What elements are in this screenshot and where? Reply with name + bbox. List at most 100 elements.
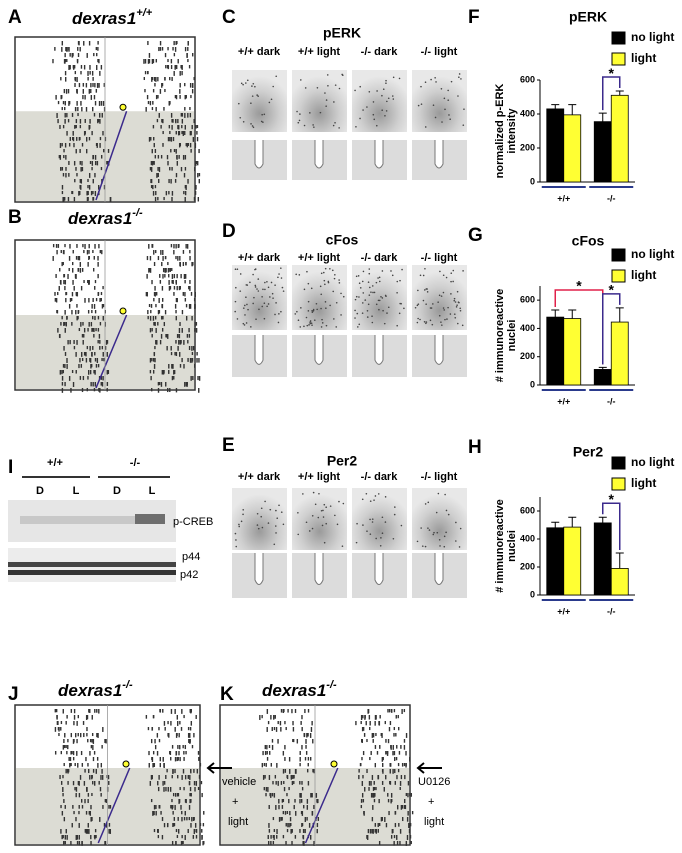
activity — [58, 334, 61, 338]
activity — [152, 191, 155, 196]
stain — [262, 121, 264, 123]
activity — [270, 715, 272, 720]
activity — [146, 292, 148, 297]
stain — [384, 521, 387, 523]
activity — [195, 781, 198, 786]
arrow — [416, 762, 442, 774]
activity — [102, 352, 104, 357]
legend-label: light — [631, 268, 656, 282]
activity — [179, 89, 181, 94]
activity — [267, 721, 270, 725]
activity — [307, 709, 310, 713]
activity — [88, 322, 90, 327]
activity — [276, 829, 278, 834]
activity — [157, 781, 159, 786]
activity — [106, 352, 108, 357]
activity — [187, 733, 190, 738]
activity — [100, 65, 103, 70]
activity — [97, 119, 99, 123]
activity — [150, 161, 153, 166]
activity — [370, 781, 372, 786]
activity — [84, 829, 87, 833]
activity — [390, 745, 392, 749]
activity — [85, 358, 88, 363]
activity — [153, 298, 155, 302]
activity — [191, 89, 194, 94]
activity — [188, 334, 191, 338]
activity — [304, 709, 306, 714]
stain — [426, 291, 429, 293]
genotype-title: dexras1-/- — [262, 679, 337, 701]
activity — [106, 382, 109, 386]
activity — [285, 823, 287, 827]
activity — [395, 733, 397, 737]
activity — [194, 328, 196, 332]
activity — [99, 113, 101, 118]
activity — [97, 47, 99, 51]
activity — [182, 745, 184, 749]
activity — [75, 310, 77, 315]
activity — [68, 47, 70, 51]
activity — [190, 823, 192, 828]
activity — [407, 793, 409, 798]
activity — [396, 745, 398, 749]
activity — [78, 781, 80, 786]
activity — [66, 316, 68, 320]
activity — [376, 751, 379, 755]
activity — [269, 751, 271, 755]
activity — [157, 787, 160, 792]
activity — [87, 310, 90, 314]
activity — [156, 119, 159, 123]
activity — [102, 805, 104, 809]
activity — [272, 817, 275, 821]
activity — [87, 77, 89, 81]
activity — [101, 745, 103, 749]
activity — [377, 829, 379, 833]
activity — [396, 841, 399, 845]
activity — [303, 805, 305, 809]
activity — [103, 823, 106, 827]
stain — [313, 319, 316, 321]
activity — [167, 823, 169, 827]
activity — [79, 376, 82, 380]
activity — [96, 358, 99, 363]
activity — [173, 292, 175, 296]
activity — [150, 179, 152, 184]
activity — [285, 727, 287, 731]
activity — [173, 370, 175, 375]
activity — [399, 829, 402, 834]
stain — [242, 307, 245, 309]
activity — [190, 793, 192, 797]
ventricle — [434, 553, 444, 585]
activity — [84, 769, 86, 773]
activity — [101, 382, 104, 387]
activity — [184, 191, 187, 196]
stain — [335, 326, 338, 328]
activity — [104, 799, 107, 803]
activity — [104, 346, 107, 350]
activity — [391, 709, 393, 713]
activity — [263, 787, 266, 791]
activity — [78, 811, 80, 815]
activity — [187, 59, 189, 63]
activity — [71, 292, 74, 297]
activity — [61, 47, 63, 52]
activity — [94, 161, 97, 166]
activity — [161, 316, 163, 320]
stain — [309, 321, 311, 323]
activity — [184, 274, 187, 279]
activity — [154, 346, 156, 350]
activity — [157, 77, 159, 82]
stain — [378, 280, 381, 283]
activity — [188, 304, 191, 309]
stain — [420, 103, 423, 105]
activity — [151, 77, 153, 82]
activity — [148, 304, 151, 308]
activity — [65, 745, 67, 749]
activity — [191, 745, 194, 749]
activity — [173, 274, 176, 279]
activity — [84, 244, 86, 249]
activity — [62, 787, 64, 792]
activity — [59, 143, 62, 148]
activity — [102, 376, 104, 381]
